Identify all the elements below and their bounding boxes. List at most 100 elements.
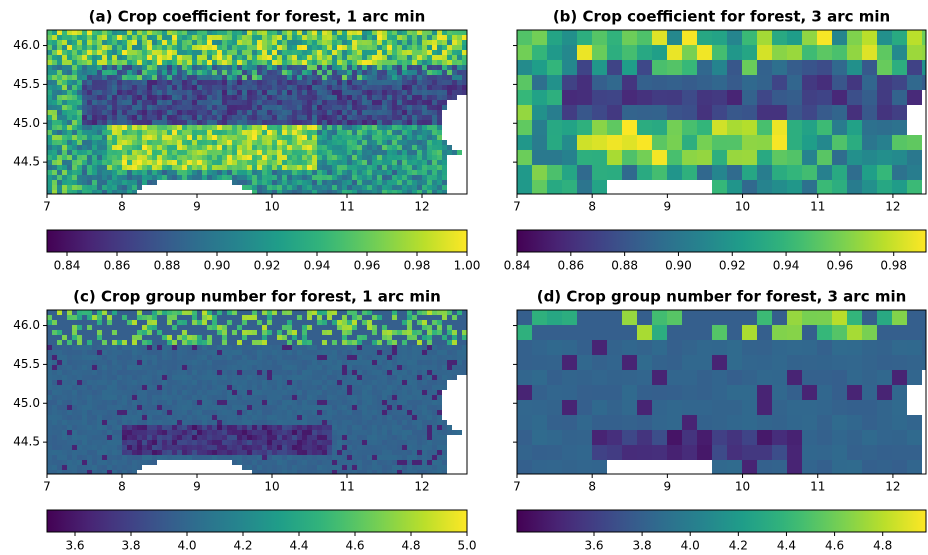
raster-cell [172, 45, 177, 50]
raster-cell [62, 310, 67, 315]
raster-cell [447, 325, 452, 330]
raster-cell [172, 170, 177, 175]
raster-cell [417, 170, 422, 175]
raster-cell [332, 185, 337, 190]
raster-cell [112, 425, 117, 430]
raster-cell [397, 385, 402, 390]
raster-cell [137, 115, 142, 120]
raster-cell [412, 155, 417, 160]
raster-cell [267, 100, 272, 105]
raster-cell [262, 390, 267, 395]
raster-cell [402, 320, 407, 325]
raster-cell [397, 365, 402, 370]
raster-cell [417, 345, 422, 350]
raster-cell [362, 340, 367, 345]
raster-cell [347, 150, 352, 155]
raster-cell [232, 145, 237, 150]
raster-cell [377, 125, 382, 130]
raster-cell [447, 315, 452, 320]
raster-cell [382, 60, 387, 65]
raster-cell [217, 115, 222, 120]
raster-cell [357, 180, 362, 185]
raster-cell [157, 345, 162, 350]
raster-cell [272, 100, 277, 105]
raster-cell [327, 115, 332, 120]
raster-cell [317, 100, 322, 105]
raster-cell [402, 40, 407, 45]
raster-cell [452, 345, 457, 350]
raster [47, 30, 467, 194]
raster-cell [147, 370, 152, 375]
raster-cell [302, 120, 307, 125]
raster-cell [137, 170, 142, 175]
raster-cell [287, 400, 292, 405]
raster-cell [372, 180, 377, 185]
raster-cell [432, 70, 437, 75]
raster-cell [97, 315, 102, 320]
raster-cell [327, 185, 332, 190]
raster-cell [192, 390, 197, 395]
raster-cell [347, 70, 352, 75]
raster-cell [697, 90, 712, 105]
raster-cell [442, 355, 447, 360]
raster-cell [312, 60, 317, 65]
raster-cell [52, 370, 57, 375]
raster-cell [192, 120, 197, 125]
raster-cell [182, 100, 187, 105]
raster-cell [347, 145, 352, 150]
raster-cell [107, 60, 112, 65]
raster-cell [212, 95, 217, 100]
raster-cell [397, 30, 402, 35]
raster-cell [877, 120, 892, 135]
raster-cell [147, 40, 152, 45]
raster-cell [267, 170, 272, 175]
raster-cell [47, 350, 52, 355]
raster-cell [117, 145, 122, 150]
raster-cell [352, 70, 357, 75]
raster-cell [452, 340, 457, 345]
raster-cell [442, 360, 447, 365]
raster-cell [547, 105, 562, 120]
raster-cell [417, 370, 422, 375]
raster-cell [267, 35, 272, 40]
raster-cell [757, 135, 772, 150]
raster-cell [162, 330, 167, 335]
raster-cell [112, 395, 117, 400]
colorbar-tick-label: 0.92 [254, 259, 281, 273]
raster-cell [282, 420, 287, 425]
raster-cell [322, 320, 327, 325]
raster-cell [817, 30, 832, 45]
raster-cell [432, 140, 437, 145]
raster-cell [447, 360, 452, 365]
raster-cell [422, 340, 427, 345]
raster-cell [157, 320, 162, 325]
raster-cell [302, 365, 307, 370]
raster-cell [892, 150, 907, 165]
raster-cell [307, 155, 312, 160]
raster-cell [252, 320, 257, 325]
raster-cell [577, 105, 592, 120]
raster-cell [377, 35, 382, 40]
raster-cell [272, 335, 277, 340]
raster-cell [307, 370, 312, 375]
raster-cell [347, 95, 352, 100]
raster-cell [57, 30, 62, 35]
raster-cell [252, 400, 257, 405]
raster-cell [402, 385, 407, 390]
raster-cell [362, 165, 367, 170]
raster-cell [207, 70, 212, 75]
raster-cell [377, 395, 382, 400]
raster-cell [102, 125, 107, 130]
raster-cell [412, 130, 417, 135]
raster-cell [242, 165, 247, 170]
raster-cell [832, 150, 847, 165]
raster-cell [307, 310, 312, 315]
raster-cell [342, 345, 347, 350]
raster-cell [352, 125, 357, 130]
raster-cell [292, 420, 297, 425]
raster-cell [342, 390, 347, 395]
raster-cell [192, 30, 197, 35]
raster-cell [412, 355, 417, 360]
raster-cell [167, 105, 172, 110]
colorbar-tick-label: 0.88 [154, 259, 181, 273]
